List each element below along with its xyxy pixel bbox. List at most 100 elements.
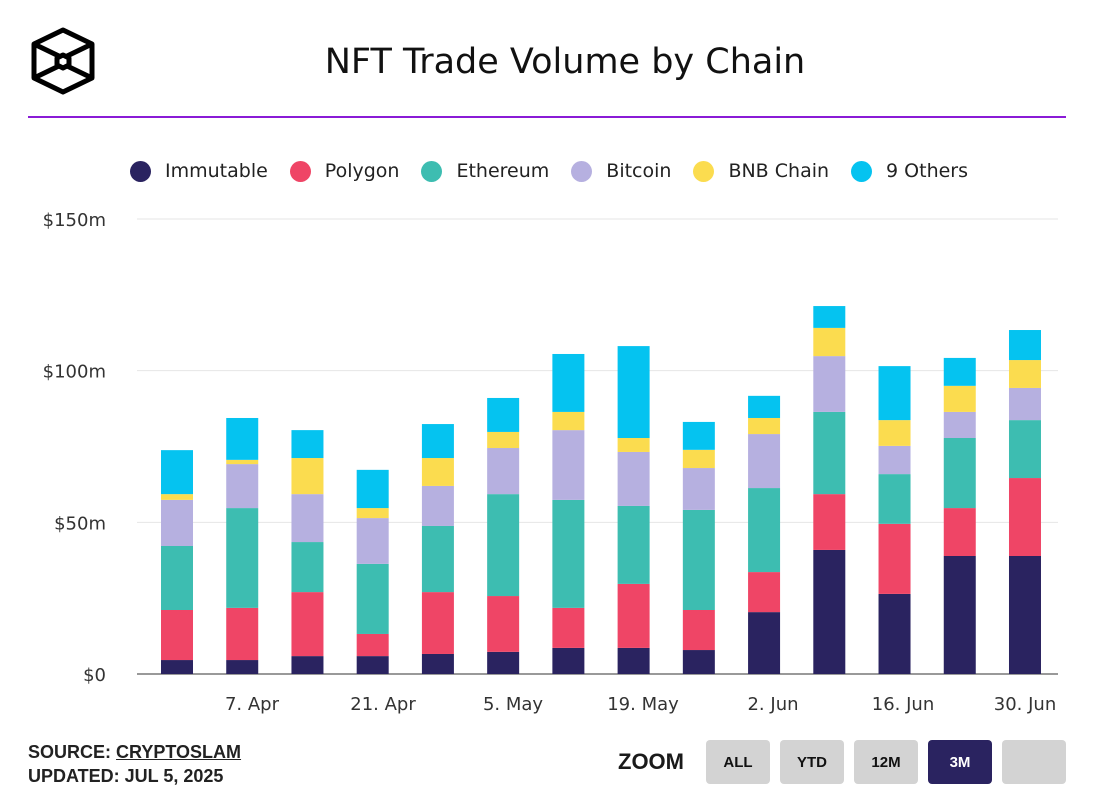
zoom-ytd-button[interactable]: YTD bbox=[780, 740, 844, 784]
bar-segment-immutable bbox=[878, 593, 911, 674]
x-tick-label: 7. Apr bbox=[225, 694, 280, 715]
bar-segment-bnb-chain bbox=[226, 459, 259, 465]
bar-segment-bnb-chain bbox=[682, 449, 715, 469]
bar-segment-bitcoin bbox=[1008, 387, 1041, 421]
bar-segment-ethereum bbox=[1008, 420, 1041, 479]
x-tick-label: 2. Jun bbox=[747, 694, 798, 715]
page-title: NFT Trade Volume by Chain bbox=[324, 42, 806, 82]
bar-segment-bnb-chain bbox=[552, 411, 585, 431]
bar-segment-9-others bbox=[943, 357, 976, 386]
bar-segment-polygon bbox=[878, 523, 911, 594]
bar-segment-9-others bbox=[291, 430, 324, 459]
zoom-12m-button[interactable]: 12M bbox=[854, 740, 918, 784]
bar-segment-bnb-chain bbox=[1008, 360, 1041, 388]
bar-segment-9-others bbox=[356, 469, 389, 509]
logo-icon bbox=[31, 27, 95, 95]
bar-segment-9-others bbox=[1008, 330, 1041, 361]
x-tick-label: 21. Apr bbox=[350, 694, 416, 715]
bar-segment-bitcoin bbox=[748, 434, 781, 489]
bar-segment-ethereum bbox=[552, 499, 585, 608]
bar-segment-immutable bbox=[226, 660, 259, 674]
bar-segment-ethereum bbox=[421, 525, 454, 593]
legend-item[interactable]: Bitcoin bbox=[571, 160, 671, 182]
bar-segment-polygon bbox=[813, 494, 846, 550]
bar-segment-immutable bbox=[943, 556, 976, 674]
bar-segment-9-others bbox=[226, 417, 259, 460]
bar-segment-ethereum bbox=[291, 542, 324, 593]
y-tick-label: $150m bbox=[43, 210, 106, 231]
stacked-bar-chart: $0 $50m $100m $150m 7. Apr 21. Apr 5. May 19. M… bbox=[43, 210, 1058, 715]
bar-segment-9-others bbox=[682, 421, 715, 450]
title-divider bbox=[28, 116, 1066, 118]
bar-segment-immutable bbox=[161, 660, 193, 674]
bar-segment-immutable bbox=[487, 651, 520, 674]
bar-segment-9-others bbox=[878, 366, 911, 421]
bar-segment-immutable bbox=[617, 647, 650, 674]
legend-label: 9 Others bbox=[886, 160, 969, 182]
bar-segment-bnb-chain bbox=[161, 494, 193, 500]
bar-segment-immutable bbox=[552, 647, 585, 674]
bar-segment-bnb-chain bbox=[813, 327, 846, 357]
y-tick-label: $50m bbox=[54, 513, 106, 534]
source-link[interactable]: CRYPTOSLAM bbox=[116, 742, 242, 762]
legend-label: Polygon bbox=[324, 160, 400, 182]
bar-segment-ethereum bbox=[487, 494, 520, 597]
bar-segment-ethereum bbox=[617, 505, 650, 584]
x-tick-label: 19. May bbox=[607, 694, 679, 715]
legend-swatch bbox=[421, 160, 443, 182]
bar-segment-ethereum bbox=[813, 411, 846, 495]
bar-segment-bitcoin bbox=[487, 448, 520, 495]
zoom-3m-button[interactable]: 3M bbox=[928, 740, 992, 784]
bar-segment-immutable bbox=[813, 549, 846, 674]
legend-item[interactable]: 9 Others bbox=[851, 160, 968, 182]
bar-segment-bitcoin bbox=[552, 430, 585, 500]
bar-segment-polygon bbox=[943, 508, 976, 557]
bar-segment-bitcoin bbox=[421, 485, 454, 526]
zoom-controls: ZOOM ALL YTD 12M 3M bbox=[618, 740, 1066, 784]
y-tick-label: $100m bbox=[43, 362, 106, 383]
source-info: SOURCE: CRYPTOSLAM UPDATED: JUL 5, 2025 bbox=[28, 740, 241, 788]
zoom-all-button[interactable]: ALL bbox=[706, 740, 770, 784]
bar-segment-immutable bbox=[748, 612, 781, 674]
updated-date: UPDATED: JUL 5, 2025 bbox=[28, 766, 224, 786]
legend-item[interactable]: Immutable bbox=[130, 160, 268, 182]
bar-segment-bnb-chain bbox=[356, 508, 389, 519]
bar-segment-polygon bbox=[552, 607, 585, 648]
bar-segment-polygon bbox=[617, 583, 650, 648]
bar-segment-bnb-chain bbox=[943, 385, 976, 412]
legend-swatch bbox=[289, 160, 311, 182]
bar-segment-polygon bbox=[161, 609, 193, 661]
source-label: SOURCE: bbox=[28, 742, 112, 762]
bar-segment-polygon bbox=[356, 633, 389, 657]
x-tick-label: 30. Jun bbox=[994, 694, 1056, 715]
legend-swatch bbox=[693, 160, 715, 182]
zoom-extra-button[interactable] bbox=[1002, 740, 1066, 784]
bar-segment-polygon bbox=[421, 592, 454, 654]
bar-segment-bitcoin bbox=[617, 451, 650, 506]
bar-segment-bnb-chain bbox=[421, 458, 454, 486]
bar-segment-immutable bbox=[291, 656, 324, 674]
bar-segment-9-others bbox=[421, 424, 454, 459]
bar-segment-bnb-chain bbox=[878, 420, 911, 446]
bar-segment-ethereum bbox=[878, 474, 911, 524]
bar-segment-9-others bbox=[487, 397, 520, 432]
bar-segment-immutable bbox=[1008, 556, 1041, 674]
bar-segment-9-others bbox=[617, 346, 650, 439]
bar-segment-bnb-chain bbox=[617, 438, 650, 452]
bar-segment-ethereum bbox=[748, 488, 781, 573]
legend-swatch bbox=[130, 160, 151, 182]
bar-segment-bnb-chain bbox=[291, 458, 324, 495]
legend-item[interactable]: BNB Chain bbox=[693, 160, 829, 182]
legend-item[interactable]: Ethereum bbox=[421, 160, 549, 182]
bar-segment-immutable bbox=[421, 653, 454, 674]
bar-segment-bnb-chain bbox=[487, 431, 520, 449]
legend-label: Ethereum bbox=[456, 160, 550, 182]
bar-segment-bitcoin bbox=[813, 356, 846, 412]
bar-segment-ethereum bbox=[356, 563, 389, 634]
bar-segment-bitcoin bbox=[291, 494, 324, 543]
legend-item[interactable]: Polygon bbox=[289, 160, 400, 182]
legend-label: BNB Chain bbox=[728, 160, 830, 182]
y-tick-label: $0 bbox=[83, 665, 106, 686]
bar-segment-immutable bbox=[356, 656, 389, 674]
bar-segment-polygon bbox=[748, 572, 781, 613]
